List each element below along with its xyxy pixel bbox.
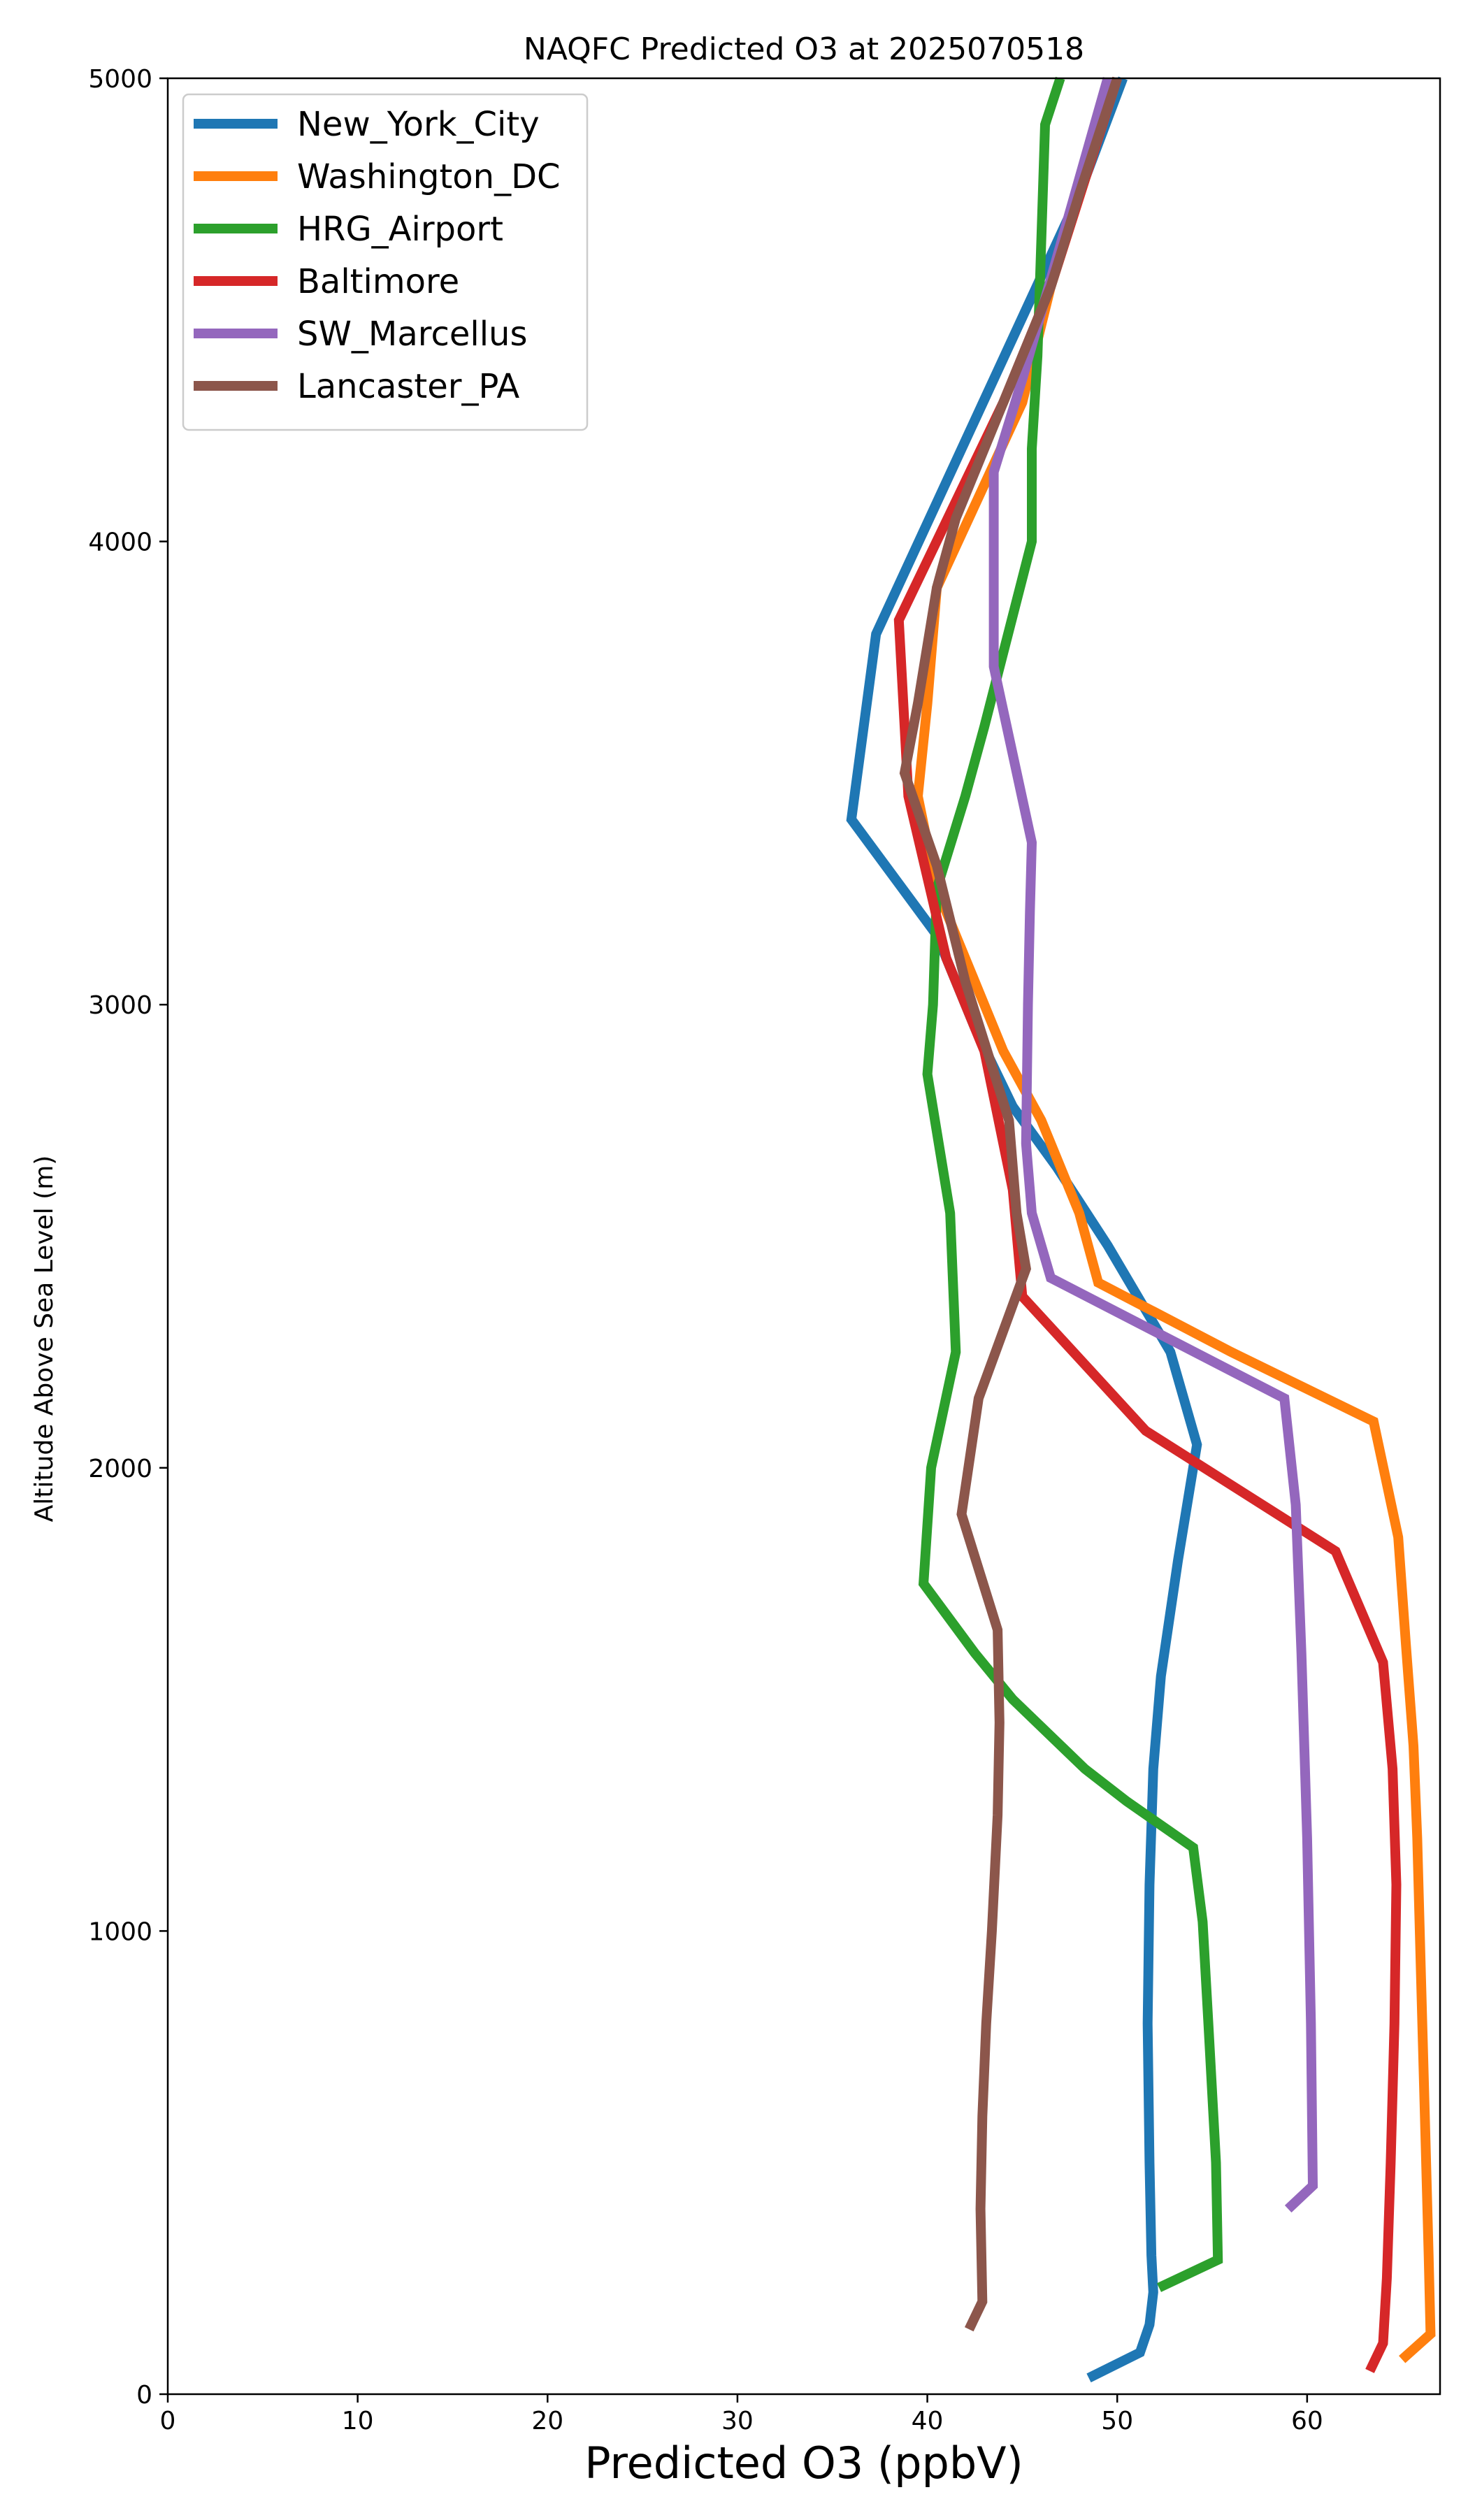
series-line-sw-marcellus	[988, 77, 1318, 2213]
x-tick-label: 10	[342, 2407, 374, 2435]
x-tick-label: 50	[1101, 2407, 1133, 2435]
series-line-new-york-city	[846, 76, 1202, 2383]
y-tick-label: 4000	[88, 528, 152, 557]
series-line-washington-dc	[912, 76, 1436, 2363]
legend: New_York_City Washington_DC HRG_Airport Bal…	[182, 93, 589, 431]
axes-frame	[166, 77, 1441, 2396]
legend-label: New_York_City	[297, 105, 540, 144]
legend-label: Baltimore	[297, 262, 459, 301]
y-tick-label: 3000	[88, 991, 152, 1020]
legend-box	[182, 93, 589, 431]
series-line-hrg-airport	[918, 76, 1223, 2292]
legend-label: Lancaster_PA	[297, 367, 519, 406]
legend-label: Washington_DC	[297, 157, 561, 196]
legend-label: HRG_Airport	[297, 210, 503, 249]
y-axis-title: Altitude Above Sea Level (m)	[30, 1155, 59, 1522]
legend-label: SW_Marcellus	[297, 315, 527, 354]
y-tick-label: 1000	[88, 1917, 152, 1946]
y-tick-label: 0	[136, 2381, 152, 2410]
x-tick-label: 20	[531, 2407, 563, 2435]
chart-title: NAQFC Predicted O3 at 2025070518	[524, 31, 1084, 67]
x-axis-title: Predicted O3 (ppbV)	[584, 2438, 1023, 2489]
x-tick-label: 0	[160, 2407, 176, 2435]
x-tick-label: 60	[1291, 2407, 1323, 2435]
y-tick-label: 5000	[88, 65, 152, 94]
series-line-lancaster-pa	[899, 76, 1122, 2332]
plot-area: 0 10 20 30 40 50 60 0 1000 2000 3000 4000 5000	[88, 65, 1441, 2435]
y-tick-label: 2000	[88, 1455, 152, 1483]
x-tick-label: 40	[912, 2407, 944, 2435]
series-line-baltimore	[893, 76, 1402, 2373]
x-tick-label: 30	[721, 2407, 754, 2435]
